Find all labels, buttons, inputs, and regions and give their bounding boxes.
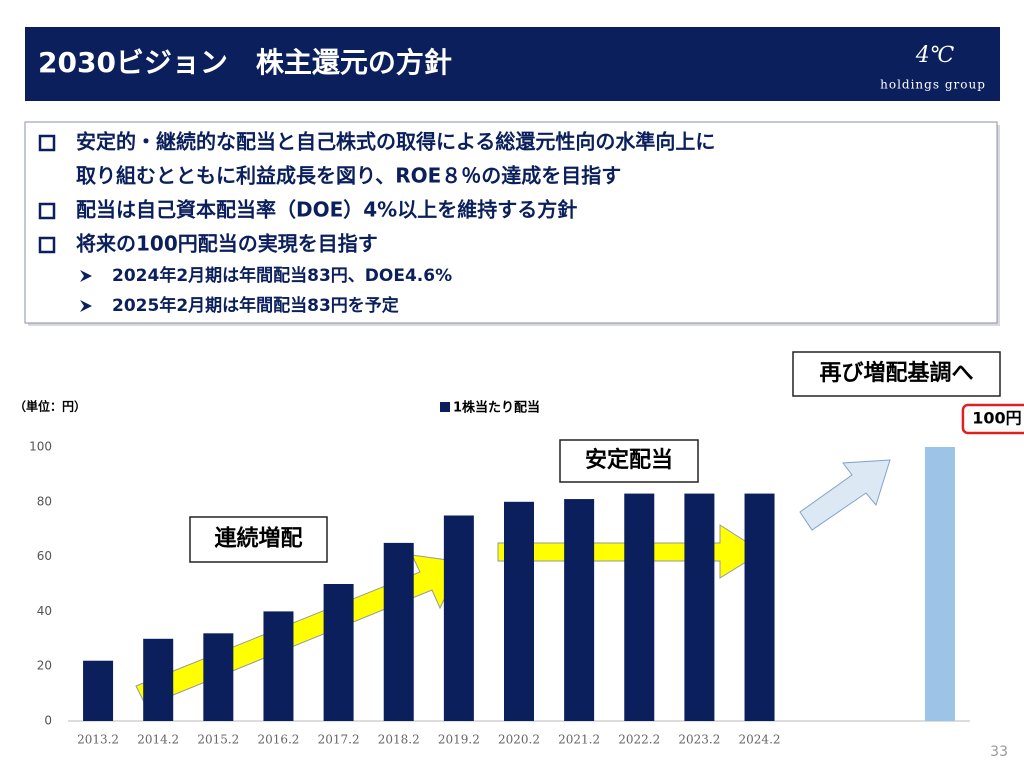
x-tick-label: 2023.2 bbox=[678, 733, 720, 747]
y-tick-label: 60 bbox=[37, 549, 52, 563]
sub-bullet-marker bbox=[80, 270, 92, 282]
x-tick-label: 2015.2 bbox=[197, 733, 239, 747]
annotation: 再び増配基調へ bbox=[819, 360, 973, 386]
legend-label: 1株当たり配当 bbox=[453, 400, 540, 416]
bar bbox=[143, 638, 174, 721]
y-tick-label: 100 bbox=[29, 440, 52, 454]
bar bbox=[564, 499, 595, 721]
x-tick-label: 2019.2 bbox=[438, 733, 480, 747]
slide-title: 2030ビジョン 株主還元の方針 bbox=[38, 46, 452, 79]
bullets: 安定的・継続的な配当と自己株式の取得による総還元性向の水準向上に取り組むとともに… bbox=[38, 130, 715, 316]
x-tick-label: 2021.2 bbox=[558, 733, 600, 747]
bullet-text: 取り組むとともに利益成長を図り、ROE８％の達成を目指す bbox=[76, 164, 621, 188]
y-tick-label: 40 bbox=[37, 604, 52, 618]
bar bbox=[83, 660, 114, 721]
annotation: 安定配当 bbox=[585, 447, 673, 473]
x-tick-label: 2016.2 bbox=[257, 733, 299, 747]
y-tick-label: 20 bbox=[37, 659, 52, 673]
bar bbox=[443, 515, 474, 721]
x-tick-label: 2018.2 bbox=[378, 733, 420, 747]
bullet-square bbox=[38, 134, 56, 152]
bar bbox=[383, 542, 414, 721]
annotation-box bbox=[792, 351, 1001, 397]
x-tick-label: 2014.2 bbox=[137, 733, 179, 747]
page-number: 33 bbox=[990, 744, 1008, 760]
annotation-box bbox=[189, 516, 328, 563]
bullet-square bbox=[38, 202, 56, 220]
bullet-box bbox=[24, 121, 998, 324]
annotation: 連続増配 bbox=[214, 526, 302, 552]
bar bbox=[263, 611, 294, 721]
value-label-box bbox=[961, 403, 1024, 435]
x-tick-label: 2013.2 bbox=[77, 733, 119, 747]
bar bbox=[924, 447, 955, 721]
y-tick-label: 80 bbox=[37, 494, 52, 508]
sub-bullet-text: 2024年2月期は年間配当83円、DOE4.6% bbox=[112, 265, 452, 286]
bar bbox=[504, 501, 534, 721]
bar bbox=[684, 493, 715, 721]
bullet-text: 安定的・継続的な配当と自己株式の取得による総還元性向の水準向上に bbox=[76, 130, 715, 154]
bar bbox=[624, 493, 655, 721]
sub-bullet-text: 2025年2月期は年間配当83円を予定 bbox=[112, 295, 399, 316]
sub-bullet-marker bbox=[80, 300, 92, 312]
annotation-box bbox=[559, 439, 699, 483]
x-tick-label: 2022.2 bbox=[618, 733, 660, 747]
y-tick-label: 0 bbox=[44, 714, 52, 728]
bar bbox=[744, 493, 775, 721]
x-tick-label: 2024.2 bbox=[739, 733, 781, 747]
header-bar bbox=[25, 27, 1000, 101]
bullet-text: 配当は自己資本配当率（DOE）4%以上を維持する方針 bbox=[76, 198, 577, 222]
unit-label: （単位：円） bbox=[14, 399, 86, 414]
x-tick-label: 2020.2 bbox=[498, 733, 540, 747]
logo: 4℃ bbox=[915, 43, 955, 68]
logo-sub: holdings group bbox=[880, 78, 986, 92]
value-label: 100円 bbox=[972, 409, 1021, 428]
legend-swatch bbox=[440, 402, 450, 412]
x-tick-label: 2017.2 bbox=[318, 733, 360, 747]
chart: （単位：円） 0 20 40 60 80 100 2013.2 2014.2 2015.2 2016… bbox=[14, 351, 1024, 747]
bullet-square bbox=[38, 236, 56, 254]
bar bbox=[323, 584, 354, 721]
bar bbox=[203, 633, 234, 721]
bullet-text: 将来の100円配当の実現を目指す bbox=[76, 232, 378, 256]
arrow bbox=[799, 459, 891, 531]
